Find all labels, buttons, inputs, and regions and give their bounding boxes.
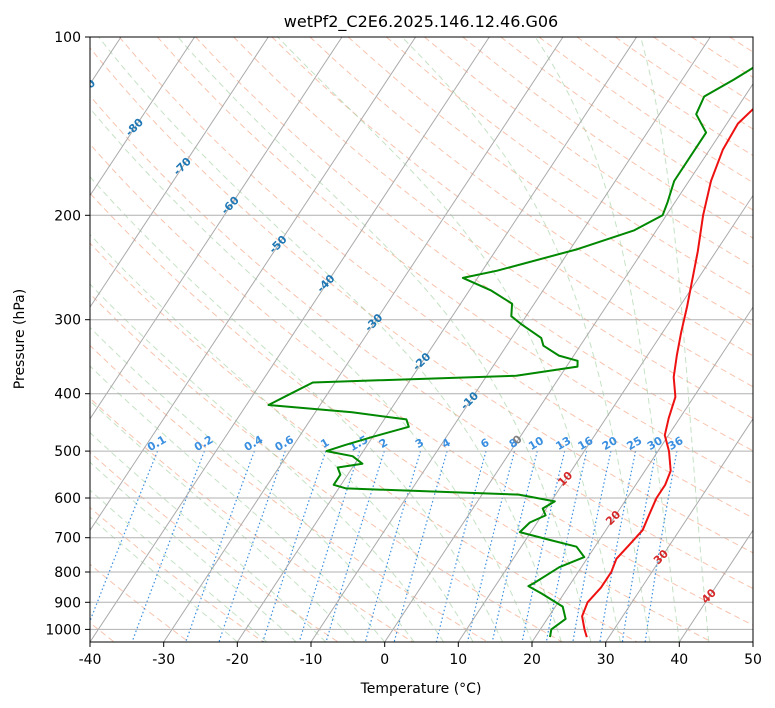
dry-adiabat-line: [157, 37, 753, 485]
moist-adiabat-line: [90, 489, 268, 642]
dry-adiabat-line: [271, 37, 753, 388]
y-axis: 100 200 300 400 500 600 700 800 900 1000: [45, 30, 90, 638]
isotherm-label: -90: [75, 76, 98, 99]
isotherm-line: [531, 306, 753, 642]
x-tick-label: -10: [300, 652, 323, 668]
isotherm-line: [90, 37, 417, 532]
mixing-ratio-line: [644, 450, 678, 642]
x-tick-label: 0: [380, 652, 389, 668]
mixing-ratio-line: [521, 450, 566, 642]
y-tick-label: 100: [54, 30, 81, 46]
plot-frame: [89, 36, 754, 643]
mixing-ratio-line: [621, 450, 657, 642]
x-tick-label: 20: [523, 652, 541, 668]
x-tick-label: 10: [449, 652, 467, 668]
isotherm-line: [457, 194, 753, 642]
y-tick-label: 400: [54, 387, 81, 403]
y-tick-label: 300: [54, 313, 81, 329]
dry-adiabat-line: [90, 192, 712, 642]
sounding-series: [267, 66, 753, 638]
mixing-ratio-line: [218, 450, 286, 642]
x-tick-label: -20: [226, 652, 249, 668]
dry-adiabat-line: [90, 242, 638, 642]
y-tick-label: 700: [54, 531, 81, 547]
dry-adiabat-line: [90, 563, 190, 642]
dry-adiabat-line: [195, 37, 753, 452]
moist-adiabat-line: [90, 176, 503, 642]
isotherm-line: [384, 83, 753, 642]
moist-adiabat-line: [90, 431, 327, 642]
mixing-ratio-line: [393, 450, 448, 642]
dry-adiabat-line: [233, 37, 753, 419]
mixing-ratio-line: [545, 450, 588, 642]
x-tick-label: 50: [744, 652, 762, 668]
dry-adiabat-line: [309, 37, 753, 357]
dry-adiabat-line: [90, 506, 264, 642]
x-tick-label: -30: [152, 652, 175, 668]
mixing-ratio-line: [185, 450, 255, 642]
moist-adiabat-line: [90, 461, 297, 642]
dry-adiabat-line: [347, 37, 753, 327]
isotherm-line: [605, 417, 753, 642]
mixing-ratio-line: [90, 450, 159, 623]
moist-adiabat-line: [90, 365, 386, 642]
dry-adiabat-line: [90, 293, 563, 642]
isotherm-line: [310, 37, 711, 642]
chart-title: wetPf2_C2E6.2025.146.12.46.G06: [284, 12, 558, 32]
plot-area: 0.10.20.40.611.52346810131620253036-100-…: [75, 37, 753, 642]
y-tick-label: 1000: [45, 622, 81, 638]
isotherm-line: [90, 37, 343, 420]
mixing-ratio-line: [262, 450, 327, 642]
dewpoint-profile-line: [267, 66, 753, 638]
moist-adiabat-line: [90, 233, 474, 642]
x-tick-label: 30: [597, 652, 615, 668]
x-axis-label: Temperature (°C): [360, 681, 482, 697]
isotherms: [90, 37, 753, 642]
y-tick-label: 900: [54, 595, 81, 611]
dry-adiabat-line: [90, 143, 753, 626]
y-tick-label: 600: [54, 491, 81, 507]
mixing-ratio-line: [435, 450, 487, 642]
y-tick-label: 500: [54, 444, 81, 460]
mixing-ratio-line: [364, 450, 422, 642]
moist-adiabats: [90, 37, 710, 642]
isotherm-line: [678, 529, 753, 642]
moist-adiabat-line: [177, 37, 592, 642]
mixing-ratio-line: [325, 450, 385, 642]
mixing-ratio-line: [599, 450, 637, 642]
pressure-gridlines: [90, 37, 753, 630]
moist-adiabat-line: [277, 37, 621, 642]
moist-adiabat-line: [401, 37, 651, 642]
moist-adiabat-line: [90, 516, 238, 642]
mixing-ratio-line: [572, 450, 612, 642]
moist-adiabat-line: [98, 37, 562, 642]
isotherm-line: [90, 37, 269, 309]
y-tick-label: 800: [54, 565, 81, 581]
temperature-profile-line: [581, 107, 753, 638]
x-tick-label: 40: [670, 652, 688, 668]
moist-adiabat-line: [640, 37, 710, 642]
isotherm-line: [236, 37, 638, 642]
isotherm-line: [163, 37, 564, 642]
x-axis: -40 -30 -20 -10 0 10 20 30 40 50: [79, 642, 762, 668]
moist-adiabat-line: [534, 37, 680, 642]
isotherm-line: [90, 37, 196, 197]
dry-adiabat-line: [386, 37, 753, 297]
dry-adiabat-line: [118, 37, 753, 519]
x-tick-label: -40: [79, 652, 102, 668]
y-axis-label: Pressure (hPa): [12, 289, 28, 389]
dry-adiabats: [90, 37, 753, 642]
moist-adiabat-line: [90, 107, 533, 642]
isotherm-line: [90, 37, 490, 642]
mixing-ratio-line: [131, 450, 205, 642]
y-tick-label: 200: [54, 208, 81, 224]
moist-adiabat-line: [90, 283, 445, 642]
